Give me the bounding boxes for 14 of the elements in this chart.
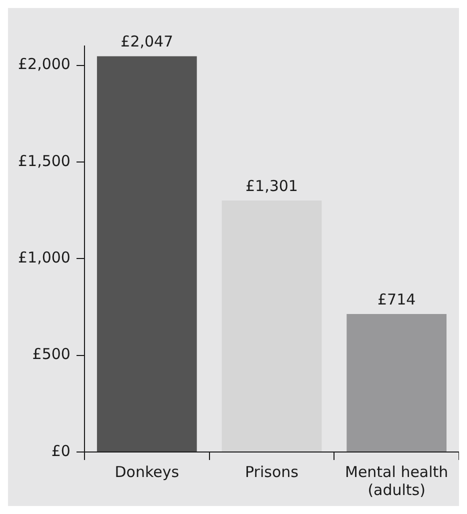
y-tick-label: £0 bbox=[51, 442, 70, 460]
x-tick-label: Mental health (adults) bbox=[344, 462, 448, 499]
bar bbox=[222, 200, 322, 452]
bar bbox=[96, 56, 197, 452]
y-tick-label: £1,000 bbox=[18, 248, 70, 267]
data-label: £1,301 bbox=[245, 176, 298, 195]
bar bbox=[346, 314, 447, 452]
data-label: £2,047 bbox=[120, 32, 174, 51]
data-label: £714 bbox=[377, 290, 416, 308]
y-tick-label: £2,000 bbox=[18, 55, 70, 74]
x-tick-label: Donkeys bbox=[114, 462, 180, 481]
y-tick-label: £500 bbox=[32, 345, 70, 364]
y-tick-label: £1,500 bbox=[18, 152, 70, 170]
x-tick-label: Prisons bbox=[245, 462, 299, 481]
